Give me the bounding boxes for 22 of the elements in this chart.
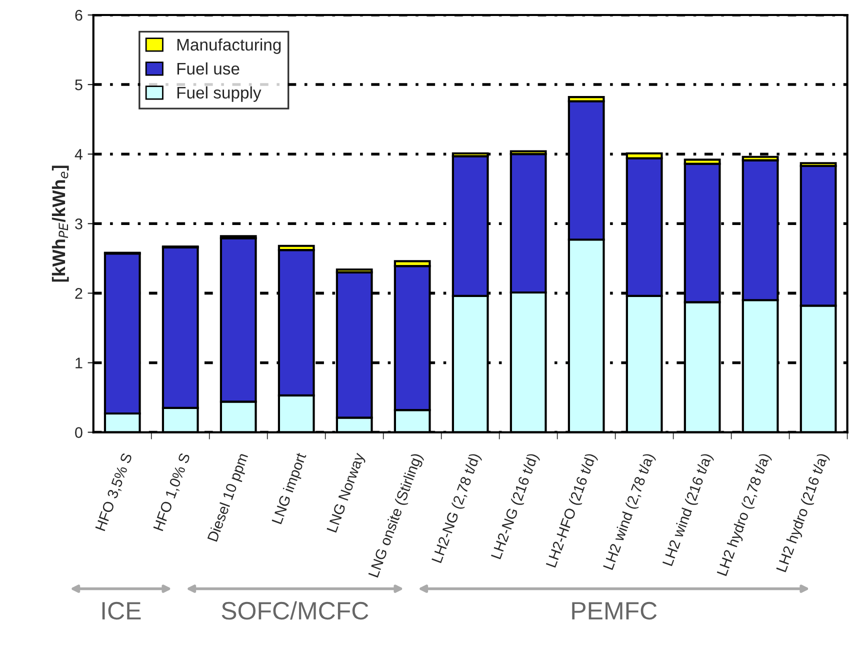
legend-label: Manufacturing (177, 38, 281, 54)
x-tick-label: Diesel 10 ppm (206, 452, 251, 543)
x-tick-label: LNG import (271, 452, 310, 526)
x-tick-label: LH2 wind (2,78 t/a) (602, 452, 657, 572)
y-tick-label: 3 (75, 218, 82, 230)
legend-label: Fuel supply (177, 86, 262, 102)
y-tick-label: 1 (76, 358, 82, 368)
x-tick-label: LH2 hydro (216 t/a) (776, 452, 831, 574)
y-tick-label: 4 (74, 149, 83, 160)
y-tick-label: 0 (75, 427, 82, 438)
legend-label: Fuel use (177, 62, 240, 75)
x-tick-label: HFO 1,0% S (153, 452, 192, 532)
x-tick-label: LH2 hydro (2,78 t/a) (716, 452, 773, 578)
y-tick-label: 6 (75, 10, 82, 21)
text: SOFC/MCFC (222, 601, 368, 620)
y-axis-title: [kWh$_{PE}$/kWh$_{e}$] (52, 166, 69, 282)
text: ICE (102, 602, 141, 620)
x-tick-label: HFO 3,5% S (95, 452, 134, 532)
y-tick-label: 5 (75, 80, 82, 90)
x-tick-label: LH2 wind (216 t/a) (662, 452, 715, 568)
text: PEMFC (572, 602, 657, 620)
y-tick-label: 2 (75, 288, 82, 299)
